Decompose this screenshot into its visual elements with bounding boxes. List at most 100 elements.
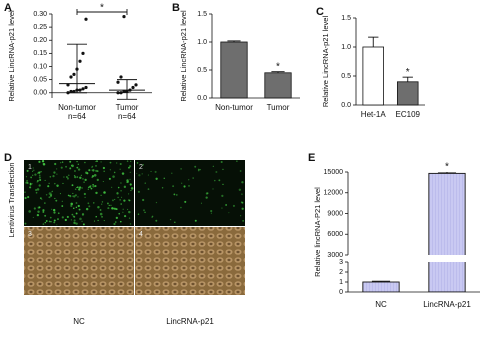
- x-tick-label: NC: [375, 300, 387, 309]
- green-dot: [88, 205, 91, 208]
- green-dot: [151, 216, 153, 218]
- green-dot: [91, 166, 93, 168]
- point: [116, 80, 120, 84]
- green-dot: [240, 215, 242, 217]
- x-tick-label: Het-1A: [361, 110, 387, 119]
- green-dot: [95, 165, 97, 167]
- green-dot: [147, 174, 149, 176]
- significance: *: [276, 61, 280, 72]
- green-dot: [84, 161, 86, 164]
- point: [122, 89, 126, 94]
- fluorescence: [24, 160, 244, 226]
- green-dot: [61, 205, 64, 207]
- green-dot: [75, 202, 78, 204]
- green-dot: [111, 207, 114, 210]
- side-label: Lentivirus Transfection: [7, 162, 16, 237]
- y-tick-label: 2: [339, 269, 343, 276]
- green-dot: [72, 192, 74, 194]
- green-dot: [141, 173, 143, 175]
- green-dot: [51, 191, 53, 193]
- green-dot: [222, 168, 224, 171]
- green-dot: [24, 222, 27, 225]
- green-dot: [44, 179, 46, 181]
- y-tick-label: 0.5: [341, 73, 351, 80]
- green-dot: [111, 186, 113, 188]
- green-dot: [78, 186, 82, 189]
- column-label: NC: [73, 317, 85, 326]
- green-dot: [99, 209, 102, 211]
- point: [119, 91, 123, 95]
- green-dot: [55, 199, 58, 202]
- green-dot: [42, 210, 45, 213]
- significance: *: [406, 67, 410, 78]
- green-dot: [129, 178, 131, 180]
- green-dot: [37, 180, 39, 182]
- green-dot: [99, 212, 103, 216]
- y-tick-label: 1.5: [197, 11, 207, 18]
- green-dot: [103, 170, 105, 172]
- green-dot: [91, 169, 93, 171]
- green-dot: [107, 202, 109, 205]
- point: [84, 17, 88, 21]
- green-dot: [188, 185, 190, 187]
- green-dot: [241, 193, 243, 195]
- green-dot: [82, 178, 84, 180]
- green-dot: [54, 162, 57, 166]
- green-dot: [78, 188, 81, 191]
- green-dot: [95, 160, 98, 163]
- green-dot: [218, 179, 221, 182]
- column-label: LincRNA-p21: [166, 317, 214, 326]
- green-dot: [120, 182, 122, 184]
- green-dot: [56, 224, 58, 226]
- green-dot: [96, 178, 99, 182]
- green-dot: [48, 192, 52, 195]
- green-dot: [93, 220, 96, 222]
- green-dot: [32, 170, 34, 172]
- green-dot: [48, 182, 50, 185]
- green-dot: [63, 176, 65, 178]
- green-dot: [102, 180, 104, 182]
- green-dot: [71, 184, 74, 187]
- green-dot: [41, 160, 45, 163]
- green-dot: [92, 169, 95, 172]
- green-dot: [76, 160, 78, 163]
- green-dot: [62, 182, 64, 184]
- green-dot: [180, 168, 182, 170]
- green-dot: [130, 190, 132, 192]
- green-dot: [184, 200, 187, 203]
- green-dot: [59, 193, 61, 195]
- green-dot: [70, 164, 73, 166]
- green-dot: [26, 169, 29, 172]
- green-dot: [25, 176, 28, 178]
- point: [84, 85, 88, 90]
- y-tick-label: 0.00: [33, 90, 47, 97]
- bar: [264, 72, 292, 99]
- green-dot: [155, 219, 158, 222]
- green-dot: [39, 197, 42, 200]
- green-dot: [221, 207, 223, 209]
- green-dot: [128, 210, 131, 214]
- green-dot: [100, 194, 102, 196]
- green-dot: [155, 201, 158, 204]
- green-dot: [38, 174, 41, 177]
- green-dot: [37, 210, 40, 213]
- green-dot: [32, 167, 34, 169]
- bar: [362, 281, 400, 292]
- green-dot: [127, 208, 129, 210]
- green-dot: [210, 212, 212, 214]
- green-dot: [222, 183, 224, 185]
- green-dot: [97, 219, 99, 222]
- green-dot: [108, 204, 110, 207]
- green-dot: [103, 191, 106, 194]
- green-dot: [44, 202, 46, 204]
- y-axis-label: Relative LincRNA-p21 level: [321, 16, 330, 108]
- green-dot: [32, 216, 34, 218]
- image-4: [135, 227, 245, 295]
- green-dot: [74, 175, 77, 179]
- green-dot: [69, 194, 71, 197]
- point: [72, 89, 76, 94]
- green-dot: [73, 175, 76, 177]
- y-axis-label: Relative lincRNA-P21 level: [313, 187, 322, 277]
- green-dot: [121, 172, 125, 175]
- green-dot: [83, 181, 85, 183]
